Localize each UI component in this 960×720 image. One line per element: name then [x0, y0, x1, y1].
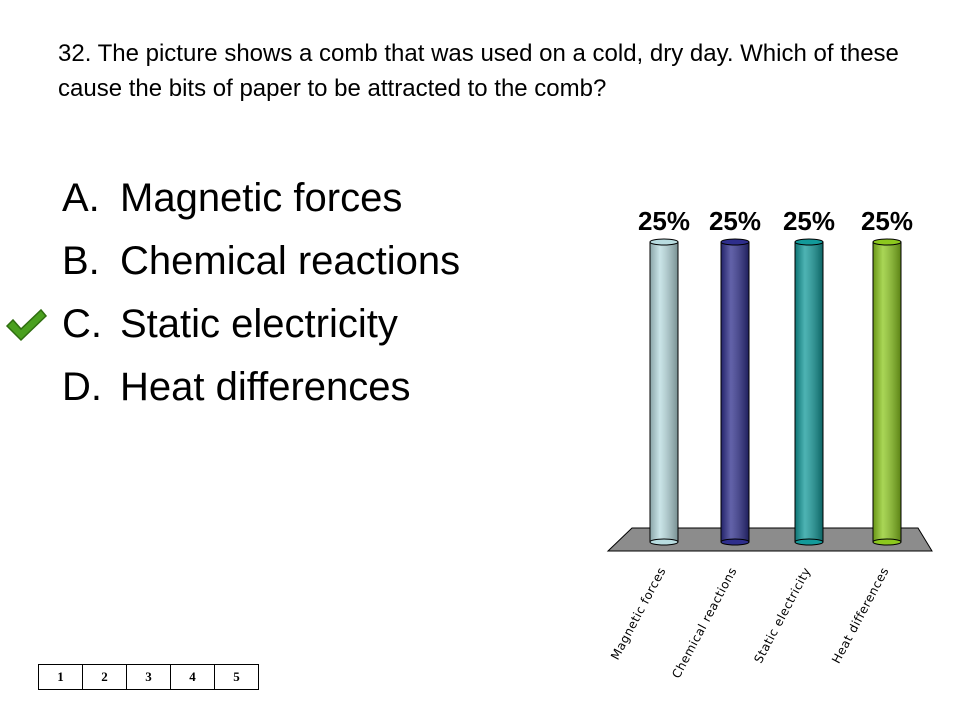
- chart-canvas: 25% Magnetic forces 25% Chemical reactions 2…: [606, 206, 933, 681]
- bar-base: [720, 538, 750, 546]
- bar-shading: [650, 242, 678, 542]
- answer-letter: D.: [62, 365, 102, 409]
- data-label: 25%: [638, 206, 690, 236]
- response-counter: 1 2 3 4 5: [38, 664, 259, 690]
- answer-d[interactable]: D. Heat differences: [0, 361, 560, 414]
- bar-shading: [721, 242, 749, 542]
- bar-base: [649, 538, 679, 546]
- category-label: Heat differences: [829, 565, 892, 666]
- answer-c[interactable]: C. Static electricity: [0, 298, 560, 351]
- answer-label: Heat differences: [120, 365, 411, 409]
- answer-list: A. Magnetic forces B. Chemical reactions…: [0, 172, 560, 424]
- answer-a[interactable]: A. Magnetic forces: [0, 172, 560, 225]
- category-label: Magnetic forces: [608, 565, 669, 662]
- question-text: 32. The picture shows a comb that was us…: [58, 40, 899, 102]
- answer-label: Chemical reactions: [120, 239, 461, 283]
- response-chart: 25% Magnetic forces 25% Chemical reactions 2…: [540, 180, 960, 700]
- bar-top: [720, 238, 750, 246]
- category-label: Static electricity: [751, 565, 813, 666]
- answer-letter: A.: [62, 176, 100, 220]
- bar-shading: [873, 242, 901, 542]
- bar-top: [649, 238, 679, 246]
- bar-base: [872, 538, 902, 546]
- counter-cell: 4: [171, 665, 215, 689]
- counter-cell: 1: [39, 665, 83, 689]
- category-label: Chemical reactions: [669, 565, 739, 681]
- data-label: 25%: [709, 206, 761, 236]
- counter-cell: 3: [127, 665, 171, 689]
- counter-cell: 5: [233, 669, 240, 684]
- checkmark-icon: [5, 308, 48, 342]
- data-label: 25%: [783, 206, 835, 236]
- answer-letter: B.: [62, 239, 100, 283]
- answer-label: Static electricity: [120, 302, 398, 346]
- bar-shading: [795, 242, 823, 542]
- answer-b[interactable]: B. Chemical reactions: [0, 235, 560, 288]
- bar-top: [794, 238, 824, 246]
- answer-label: Magnetic forces: [120, 176, 403, 220]
- data-label: 25%: [861, 206, 913, 236]
- answer-letter: C.: [62, 302, 102, 346]
- bar-top: [872, 238, 902, 246]
- bar-base: [794, 538, 824, 546]
- counter-cell: 2: [83, 665, 127, 689]
